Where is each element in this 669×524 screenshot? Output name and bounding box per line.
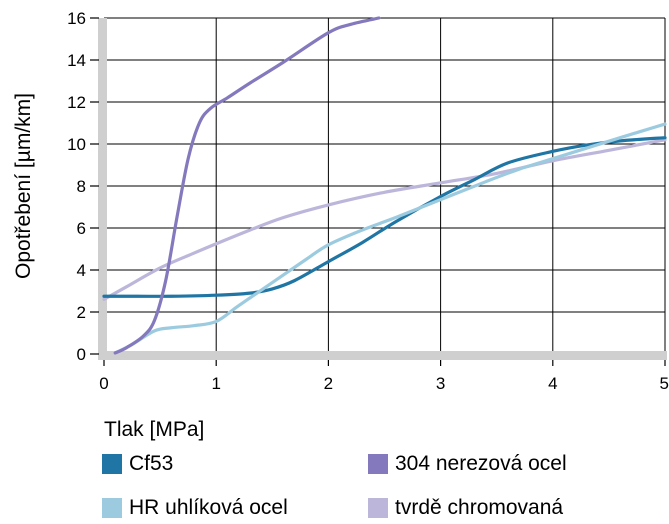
legend-item-tvrde-chromovana: tvrdě chromovaná: [368, 496, 563, 520]
y-tick-label: 10: [67, 135, 86, 154]
x-tick-label: 2: [324, 374, 333, 393]
y-tick-label: 4: [77, 261, 86, 280]
legend-swatch: [102, 454, 122, 474]
y-tick-label: 16: [67, 9, 86, 28]
legend-label: tvrdě chromovaná: [395, 496, 564, 519]
y-tick-label: 8: [77, 177, 86, 196]
x-tick-label: 3: [436, 374, 445, 393]
y-tick-label: 12: [67, 93, 86, 112]
legend: Cf53 304 nerezová ocel HR uhlíková ocel …: [102, 452, 662, 524]
legend-label: Cf53: [129, 452, 174, 475]
x-tick-label: 5: [660, 374, 669, 393]
y-axis-title: Opotřebení [µm/km]: [12, 93, 35, 279]
y-tick-label: 14: [67, 51, 86, 70]
legend-label: 304 nerezová ocel: [395, 452, 567, 475]
legend-swatch: [102, 498, 122, 518]
legend-item-cf53: Cf53: [102, 452, 173, 476]
legend-item-304-nerezova-ocel: 304 nerezová ocel: [368, 452, 567, 476]
y-tick-label: 6: [77, 219, 86, 238]
x-tick-label: 4: [548, 374, 557, 393]
series-line-hr-uhlikova-ocel: [113, 122, 667, 355]
legend-label: HR uhlíková ocel: [129, 496, 288, 519]
series-line-cf53: [102, 136, 667, 298]
legend-swatch: [368, 454, 388, 474]
legend-swatch: [368, 498, 388, 518]
y-axis-line: [98, 18, 107, 358]
x-tick-label: 1: [211, 374, 220, 393]
y-tick-label: 2: [77, 303, 86, 322]
x-tick-label: 0: [99, 374, 108, 393]
legend-item-hr-uhlikova-ocel: HR uhlíková ocel: [102, 496, 288, 520]
x-axis-title: Tlak [MPa]: [104, 418, 205, 441]
y-tick-label: 0: [77, 345, 86, 364]
series-line-304-nerezova-ocel: [113, 16, 381, 355]
x-axis-line: [98, 351, 667, 360]
